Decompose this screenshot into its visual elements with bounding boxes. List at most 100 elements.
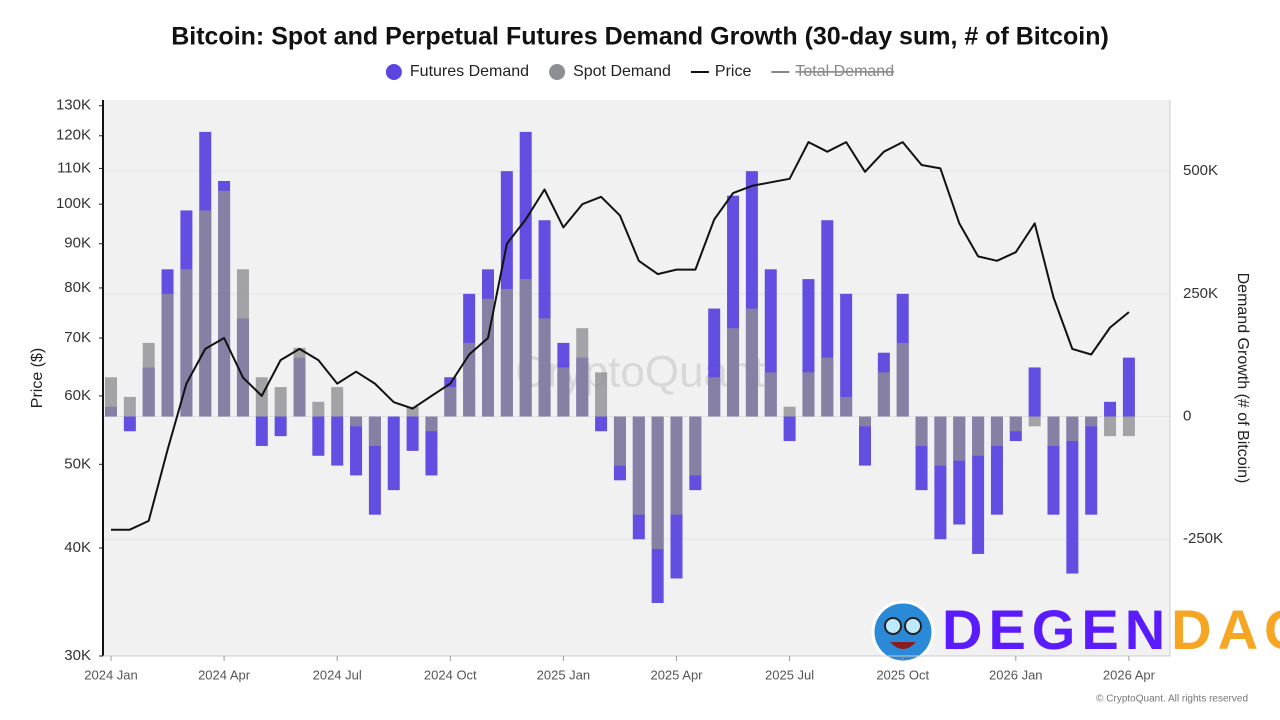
bar (557, 367, 570, 417)
bar (990, 416, 1003, 446)
y2-tick-label: 0 (1183, 407, 1191, 424)
plot-area (103, 100, 1170, 656)
bar (105, 377, 117, 417)
x-tick-label: 2025 Jan (537, 667, 591, 682)
logo-mouth (890, 642, 916, 649)
bar (500, 288, 513, 417)
bar (218, 190, 231, 417)
legend-label: Futures Demand (410, 63, 529, 80)
logo-avatar (871, 600, 935, 664)
bar (953, 416, 966, 461)
bar (651, 416, 664, 550)
bar (123, 416, 136, 432)
y2-axis-title: Demand Growth (# of Bitcoin) (1234, 273, 1251, 484)
bar (1066, 416, 1079, 574)
bar (1085, 416, 1098, 427)
bar (859, 416, 871, 427)
bar (934, 416, 947, 466)
copyright: © CryptoQuant. All rights reserved (1096, 694, 1248, 705)
y-tick-label: 60K (64, 387, 91, 404)
x-tick-label: 2026 Jan (989, 667, 1043, 682)
y-tick-label: 80K (64, 279, 91, 296)
bar (1104, 416, 1117, 437)
legend-item: Price (690, 63, 751, 80)
bar (425, 416, 438, 432)
bar (387, 416, 400, 491)
bar (783, 406, 796, 417)
bar (1028, 416, 1041, 427)
bar (312, 416, 325, 456)
x-tick-label: 2024 Oct (424, 667, 477, 682)
logo-eye (904, 617, 922, 635)
x-tick-label: 2026 Apr (1103, 667, 1156, 682)
bar (538, 318, 551, 417)
logo: DEGENDAO! (871, 598, 1280, 664)
legend: Futures Demand Spot Demand Price Total Dema… (385, 63, 894, 80)
bar (1122, 357, 1135, 417)
bar (312, 401, 325, 417)
bar (840, 396, 853, 417)
bar (840, 293, 853, 417)
y-tick-label: 30K (64, 647, 91, 664)
bar (689, 416, 702, 476)
bar (1047, 416, 1060, 446)
logo-eye (884, 617, 902, 635)
x-tick-label: 2024 Jul (313, 667, 362, 682)
logo-text: DEGENDAO! (942, 598, 1280, 661)
price-line (111, 141, 1130, 531)
legend-item: Spot Demand (549, 63, 671, 80)
bar (896, 342, 909, 417)
bar (255, 416, 268, 446)
bar (463, 342, 476, 417)
x-tick-label: 2025 Jul (765, 667, 814, 682)
y-tick-label: 90K (64, 235, 91, 252)
bar (727, 328, 740, 417)
bar (444, 387, 457, 417)
legend-marker (549, 64, 566, 80)
legend-item: Total Demand (771, 63, 894, 80)
bar (745, 308, 758, 417)
bar (1066, 416, 1079, 442)
bar (1122, 416, 1135, 437)
bar (915, 416, 928, 446)
y-axis-title: Price ($) (29, 348, 46, 408)
bar (142, 342, 155, 417)
bar (708, 377, 721, 417)
y-tick-label: 40K (64, 539, 91, 556)
bar (180, 269, 193, 417)
logo-part: DAO! (1171, 598, 1280, 661)
bar (595, 372, 608, 417)
bar (613, 416, 626, 466)
y2-tick-label: 250K (1183, 285, 1218, 302)
bar (331, 416, 344, 466)
bar (123, 396, 136, 417)
bar (632, 416, 645, 515)
y-tick-label: 50K (64, 455, 91, 472)
legend-label: Total Demand (795, 63, 894, 80)
bar (368, 416, 381, 446)
y-tick-label: 70K (64, 329, 91, 346)
bar (350, 416, 363, 476)
bar (1028, 367, 1041, 417)
bar (406, 416, 419, 451)
legend-label: Spot Demand (573, 63, 671, 80)
bar (519, 279, 532, 417)
bar (1085, 416, 1098, 515)
bar (331, 387, 344, 417)
bar (802, 372, 815, 417)
bar (821, 357, 834, 417)
bar (877, 372, 890, 417)
y-tick-label: 120K (56, 127, 91, 144)
bar (576, 328, 589, 417)
bar (1104, 401, 1117, 417)
bar (482, 298, 494, 417)
bar (406, 406, 419, 417)
bar (293, 347, 306, 417)
bar (161, 293, 174, 417)
bar (274, 387, 287, 417)
x-tick-label: 2025 Apr (650, 667, 703, 682)
bar (236, 269, 249, 417)
bar (350, 416, 363, 427)
